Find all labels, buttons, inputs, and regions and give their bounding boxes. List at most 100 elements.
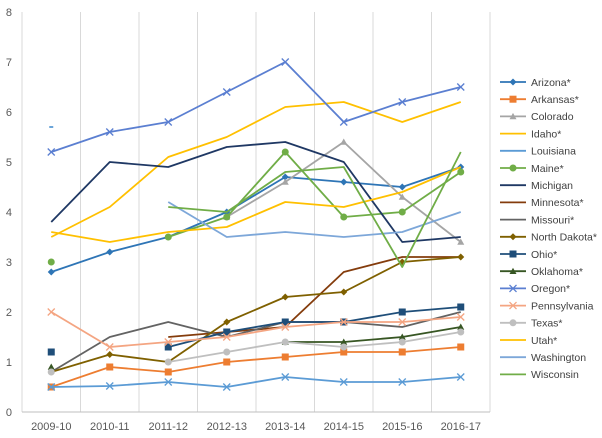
y-tick-label: 2 (6, 307, 12, 319)
data-point-ohio (398, 308, 406, 316)
series-line-ohio (168, 306, 461, 348)
series-line-wisconsin (168, 151, 462, 268)
series-line-maine (167, 151, 462, 238)
data-point-pennsylvania (281, 323, 290, 331)
legend-label: North Dakota* (531, 232, 597, 244)
legend-item-wisconsin: Wisconsin (500, 369, 579, 381)
legend-item-ohio: Ohio* (500, 249, 557, 261)
data-point-oregon-baseline (281, 373, 290, 381)
y-tick-label: 7 (6, 57, 12, 69)
x-tick-label: 2013-14 (265, 421, 305, 433)
legend-label: Utah* (531, 335, 557, 347)
data-point-arkansas (223, 358, 231, 366)
y-tick-label: 3 (6, 257, 12, 269)
data-point-oregon-stroke (281, 58, 290, 66)
series-line-washington (167, 201, 462, 238)
legend-item-colorado: Colorado (500, 111, 574, 123)
x-axis: 2009-10 2010-11 2011-12 2012-13 2013-14 2014-… (22, 411, 490, 433)
legend-label: Maine* (531, 163, 564, 175)
series-oregon-baseline (47, 373, 465, 391)
data-point-texas (340, 343, 348, 351)
legend-label: Oklahoma* (531, 266, 583, 278)
data-point-arkansas (281, 353, 289, 361)
series-line-arkansas (50, 346, 461, 388)
legend-swatch-marker (509, 233, 517, 241)
data-point-arizona (398, 183, 406, 191)
data-point-pennsylvania (398, 318, 407, 326)
data-point-maine (281, 148, 289, 156)
data-point-oregon (222, 88, 231, 96)
data-point-maine (223, 213, 231, 221)
y-tick-label: 4 (6, 207, 12, 219)
data-point-oregon-baseline (47, 383, 56, 391)
data-point-oklahoma (47, 363, 55, 370)
series-michigan (50, 141, 461, 243)
legend-label: Pennsylvania (531, 300, 594, 312)
data-point-oregon-baseline-stroke (47, 383, 56, 391)
x-tick-label: 2014-15 (324, 421, 364, 433)
data-point-arizona (340, 178, 348, 186)
data-point-oregon-stroke (398, 98, 407, 106)
series-line-oregon-baseline (51, 376, 461, 388)
data-point-oregon-stroke (47, 148, 56, 156)
data-point-north-dakota (281, 293, 289, 301)
series-line-minnesota (168, 256, 461, 338)
legend-label: Colorado (531, 111, 574, 123)
data-point-arkansas (398, 348, 406, 356)
data-point-pennsylvania (47, 308, 56, 316)
data-point-maine (340, 213, 348, 221)
series-group (47, 58, 465, 391)
data-point-colorado (340, 138, 348, 145)
data-point-oregon-stroke (456, 83, 465, 91)
data-point-pennsylvania-stroke (456, 313, 465, 321)
data-point-oklahoma (457, 323, 465, 330)
data-point-maine (398, 208, 406, 216)
legend-item-washington: Washington (500, 352, 586, 364)
data-point-arizona (106, 248, 114, 256)
legend-item-utah: Utah* (500, 335, 557, 347)
data-point-texas (47, 368, 55, 376)
data-point-oregon-baseline-stroke (339, 378, 348, 386)
legend-label: Louisiana (531, 146, 576, 158)
legend-swatch-marker (509, 250, 517, 258)
legend-label: Minnesota* (531, 197, 584, 209)
data-point-north-dakota (106, 351, 114, 358)
series-line-michigan (50, 141, 461, 243)
legend-item-michigan: Michigan (500, 180, 573, 192)
data-point-north-dakota (223, 318, 231, 326)
data-point-maine (164, 233, 172, 241)
legend-swatch-marker-stroke (509, 301, 517, 310)
data-point-oregon-baseline-stroke (222, 383, 231, 391)
legend-swatch-marker (509, 267, 517, 274)
legend-item-idaho: Idaho* (500, 128, 561, 140)
data-point-ohio (164, 343, 172, 351)
legend-item-missouri: Missouri* (500, 214, 574, 226)
legend-label: Missouri* (531, 214, 574, 226)
data-point-oregon (47, 148, 56, 156)
series-idaho (50, 101, 462, 238)
legend-item-north-dakota: North Dakota* (500, 232, 597, 244)
data-point-arkansas (164, 368, 172, 376)
data-point-north-dakota (457, 253, 465, 261)
data-point-pennsylvania (164, 338, 173, 346)
data-point-ohio (457, 303, 465, 311)
data-point-oregon-stroke (105, 128, 114, 136)
x-tick-label: 2015-16 (382, 421, 422, 433)
legend-item-oregon: Oregon* (500, 283, 570, 295)
series-line-oregon (50, 61, 461, 153)
data-point-oregon-stroke (164, 118, 173, 126)
data-point-north-dakota (340, 288, 348, 296)
y-tick-label: 6 (6, 107, 12, 119)
data-point-texas (281, 338, 289, 346)
data-point-colorado (398, 193, 406, 200)
series-line-idaho (50, 101, 462, 238)
data-point-oregon (281, 58, 290, 66)
data-point-pennsylvania-stroke (281, 323, 290, 331)
legend-item-pennsylvania: Pennsylvania (500, 300, 594, 312)
data-point-maine (457, 168, 465, 176)
data-point-oregon-baseline (105, 382, 114, 390)
data-point-colorado (457, 238, 465, 245)
series-pennsylvania (47, 308, 465, 351)
legend-label: Arizona* (531, 77, 571, 89)
